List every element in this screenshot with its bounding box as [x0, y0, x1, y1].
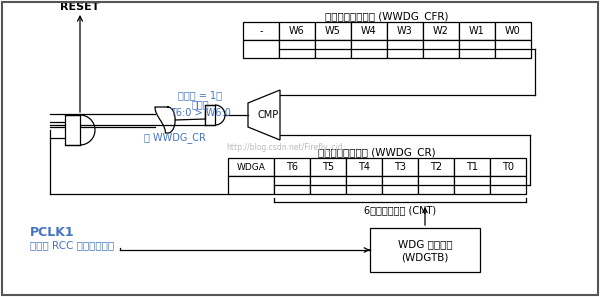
Text: 看门狗控制寄存器 (WWDG_CR): 看门狗控制寄存器 (WWDG_CR)	[318, 148, 436, 159]
Text: W3: W3	[397, 26, 413, 36]
Text: 条件：: 条件：	[191, 99, 209, 109]
Bar	[495, 22, 531, 40]
Bar	[310, 158, 346, 176]
Bar	[382, 176, 418, 194]
Text: -: -	[259, 26, 263, 36]
Bar	[279, 22, 315, 40]
Text: W2: W2	[433, 26, 449, 36]
Bar	[418, 158, 454, 176]
Bar	[454, 158, 490, 176]
Bar	[205, 105, 215, 125]
Bar	[454, 176, 490, 194]
Text: T6: T6	[286, 162, 298, 172]
Bar	[315, 22, 351, 40]
Bar	[351, 40, 387, 58]
Bar	[459, 22, 495, 40]
Text: RESET: RESET	[60, 2, 100, 12]
Bar	[228, 158, 274, 176]
Bar	[274, 176, 310, 194]
Text: W6: W6	[289, 26, 305, 36]
Bar	[418, 176, 454, 194]
Text: W0: W0	[505, 26, 521, 36]
Polygon shape	[155, 107, 175, 133]
Bar	[370, 228, 480, 272]
Bar	[351, 22, 387, 40]
Text: T1: T1	[466, 162, 478, 172]
Text: T2: T2	[430, 162, 442, 172]
Text: 看门狗配置寄存器 (WWDG_CFR): 看门狗配置寄存器 (WWDG_CFR)	[325, 12, 449, 23]
Text: W4: W4	[361, 26, 377, 36]
Bar	[315, 40, 351, 58]
Bar	[274, 158, 310, 176]
Polygon shape	[248, 90, 280, 140]
Bar	[346, 158, 382, 176]
Text: WDGA: WDGA	[236, 162, 265, 171]
Bar	[387, 22, 423, 40]
Text: PCLK1: PCLK1	[30, 227, 74, 239]
Text: 写 WWDG_CR: 写 WWDG_CR	[144, 132, 206, 143]
Bar	[423, 40, 459, 58]
Text: WDG 预分频器: WDG 预分频器	[398, 239, 452, 249]
Bar	[387, 40, 423, 58]
Text: （来自 RCC 时钟控制器）: （来自 RCC 时钟控制器）	[30, 240, 114, 250]
Text: W5: W5	[325, 26, 341, 36]
Text: CMP: CMP	[257, 110, 278, 120]
Bar	[228, 176, 274, 194]
Bar	[423, 22, 459, 40]
Text: T4: T4	[358, 162, 370, 172]
Bar	[243, 22, 279, 40]
Text: T5: T5	[322, 162, 334, 172]
Bar	[243, 40, 279, 58]
Text: 比较器 = 1，: 比较器 = 1，	[178, 90, 222, 100]
Text: T6:0 > W6:0: T6:0 > W6:0	[170, 108, 230, 118]
Bar	[490, 176, 526, 194]
Bar	[459, 40, 495, 58]
Bar	[495, 40, 531, 58]
Bar	[279, 40, 315, 58]
Bar	[65, 115, 80, 145]
Bar	[382, 158, 418, 176]
Bar	[310, 176, 346, 194]
Text: T0: T0	[502, 162, 514, 172]
Text: T3: T3	[394, 162, 406, 172]
Bar	[346, 176, 382, 194]
Text: 6位递减计数器 (CNT): 6位递减计数器 (CNT)	[364, 205, 436, 215]
Text: http://blog.csdn.net/Firefly_cjd: http://blog.csdn.net/Firefly_cjd	[227, 143, 343, 152]
Text: W1: W1	[469, 26, 485, 36]
Text: (WDGTB): (WDGTB)	[401, 252, 449, 262]
Bar	[490, 158, 526, 176]
